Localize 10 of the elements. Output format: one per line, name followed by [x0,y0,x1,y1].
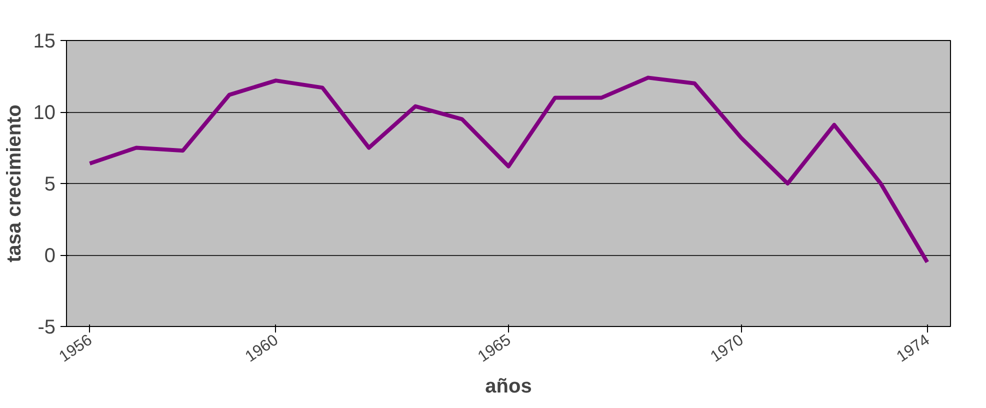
x-tick-label: 1960 [242,332,282,366]
x-tick-label: 1970 [708,332,747,366]
y-tick-label: 0 [44,245,56,267]
y-tick-label: -5 [38,316,56,338]
x-axis-title: años [485,376,532,398]
line-series [88,76,930,264]
y-tick-label: 5 [44,174,56,196]
y-tick-label: 15 [33,30,56,52]
y-tick-label: 10 [33,102,56,124]
y-axis-title: tasa crecimiento [3,104,26,262]
